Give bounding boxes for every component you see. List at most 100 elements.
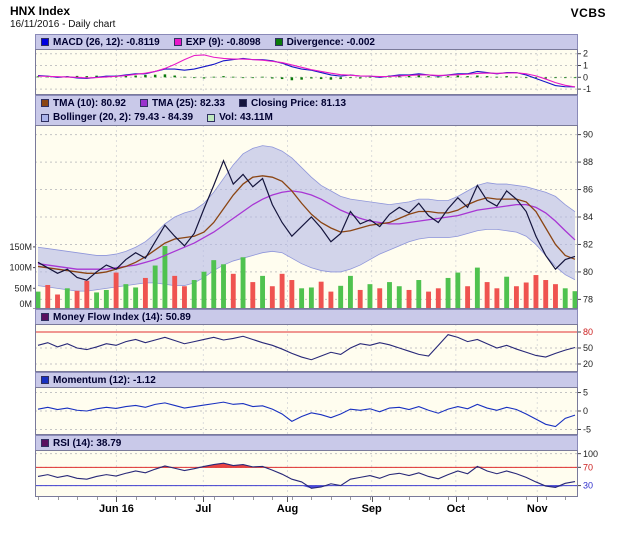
x-minor-tick [565,497,567,500]
x-major-tick [203,497,205,502]
y-tick-label: 90 [583,130,593,140]
panel-rsi: RSI (14): 38.79 100 70 30 [0,435,620,497]
x-minor-tick [506,497,508,500]
x-minor-tick [389,497,391,500]
legend-label: Closing Price: 81.13 [250,97,347,109]
legend-row: MACD (26, 12): -0.8119 EXP (9): -0.8098 Di… [35,34,578,49]
legend-swatch-icon [41,38,49,46]
legend-label: EXP (9): -0.8098 [185,36,261,48]
legend-item: Bollinger (20, 2): 79.43 - 84.39 [41,112,193,123]
x-minor-tick [448,497,450,500]
x-minor-tick [428,497,430,500]
x-major-tick [537,497,539,502]
page-title: HNX Index [10,4,71,18]
legend-row: RSI (14): 38.79 [35,435,578,450]
y-tick-label: 2 [583,49,588,59]
x-major-tick [116,497,118,502]
legend-swatch-icon [41,439,49,447]
x-minor-tick [487,497,489,500]
x-minor-tick [155,497,157,500]
x-major-tick [371,497,373,502]
chart-momentum: 5 0 -5 [35,387,591,435]
x-axis-label: Nov [526,503,548,515]
legend-label: Bollinger (20, 2): 79.43 - 84.39 [53,112,194,123]
y-tick-label: 0 [583,406,588,416]
brand-logo: VCBS [570,6,606,20]
y-tick-label: 50 [583,343,593,353]
legend-macd: MACD (26, 12): -0.8119 EXP (9): -0.8098 Di… [0,34,620,49]
x-minor-tick [252,497,254,500]
y-tick-label: 80 [583,267,593,277]
x-axis-label: Oct [446,503,465,515]
legend-label: Divergence: -0.002 [286,36,375,48]
legend-row: Bollinger (20, 2): 79.43 - 84.39 Vol: 43.… [35,110,578,125]
legend-item: Vol: 43.11M [207,112,273,123]
legend-item: MACD (26, 12): -0.8119 [41,37,160,48]
x-minor-tick [38,497,39,500]
legend-swatch-icon [41,99,49,107]
x-minor-tick [291,497,293,500]
x-minor-tick [272,497,274,500]
x-minor-tick [174,497,176,500]
legend-label: TMA (25): 82.33 [151,97,225,109]
x-major-tick [287,497,289,502]
x-minor-tick [233,497,235,500]
x-minor-tick [545,497,547,500]
legend-row: TMA (10): 80.92 TMA (25): 82.33 Closing Pr… [35,95,578,110]
legend-label: Money Flow Index (14): 50.89 [53,311,191,323]
legend-rsi: RSI (14): 38.79 [0,435,620,450]
legend-item: TMA (10): 80.92 [41,98,126,109]
chart-price: 90 88 86 84 82 80 78 150M 100M 50M 0M [9,125,593,309]
x-minor-tick [330,497,332,500]
y-tick-label: 88 [583,157,593,167]
x-axis: Jun 16 Jul Aug Sep Oct Nov [0,497,620,519]
volume-tick-label: 100M [9,263,32,273]
y-tick-label: -5 [583,424,591,434]
volume-tick-label: 0M [19,299,32,309]
y-tick-label: 0 [583,72,588,82]
y-tick-label: 70 [583,462,593,472]
x-minor-tick [194,497,196,500]
legend-price: TMA (10): 80.92 TMA (25): 82.33 Closing Pr… [0,95,620,125]
legend-swatch-icon [41,376,49,384]
x-major-tick [455,497,457,502]
x-minor-tick [350,497,352,500]
legend-swatch-icon [41,113,49,122]
x-minor-tick [311,497,313,500]
legend-swatch-icon [274,38,283,46]
legend-swatch-icon [139,99,148,107]
volume-tick-label: 150M [9,242,32,252]
y-tick-label: 100 [583,450,598,459]
panel-macd: MACD (26, 12): -0.8119 EXP (9): -0.8098 Di… [0,34,620,95]
panel-momentum: Momentum (12): -1.12 5 0 -5 [0,372,620,435]
chart-header: HNX Index 16/11/2016 - Daily chart VCBS [0,0,620,34]
x-axis-label: Jun 16 [99,503,134,515]
legend-label: Momentum (12): -1.12 [53,374,156,386]
legend-mfi: Money Flow Index (14): 50.89 [0,309,620,324]
x-minor-tick [526,497,528,500]
y-tick-label: 86 [583,185,593,195]
y-tick-label: 30 [583,481,593,491]
y-tick-label: 1 [583,61,588,71]
legend-label: MACD (26, 12): -0.8119 [53,36,160,48]
x-minor-tick [213,497,215,500]
y-tick-label: -1 [583,84,591,94]
legend-swatch-icon [173,38,182,46]
legend-row: Money Flow Index (14): 50.89 [35,309,578,324]
y-tick-label: 84 [583,212,593,222]
x-minor-tick [96,497,98,500]
y-tick-label: 80 [583,327,593,337]
legend-label: RSI (14): 38.79 [53,437,122,449]
legend-swatch-icon [238,99,247,107]
legend-item: Momentum (12): -1.12 [41,375,156,386]
legend-item: Divergence: -0.002 [274,36,375,48]
chart-macd: 2 10 -1 [35,49,591,95]
legend-item: TMA (25): 82.33 [139,97,225,109]
x-minor-tick [77,497,79,500]
y-tick-label: 20 [583,359,593,369]
x-minor-tick [135,497,137,500]
legend-item: Money Flow Index (14): 50.89 [41,312,191,323]
legend-swatch-icon [207,113,216,122]
